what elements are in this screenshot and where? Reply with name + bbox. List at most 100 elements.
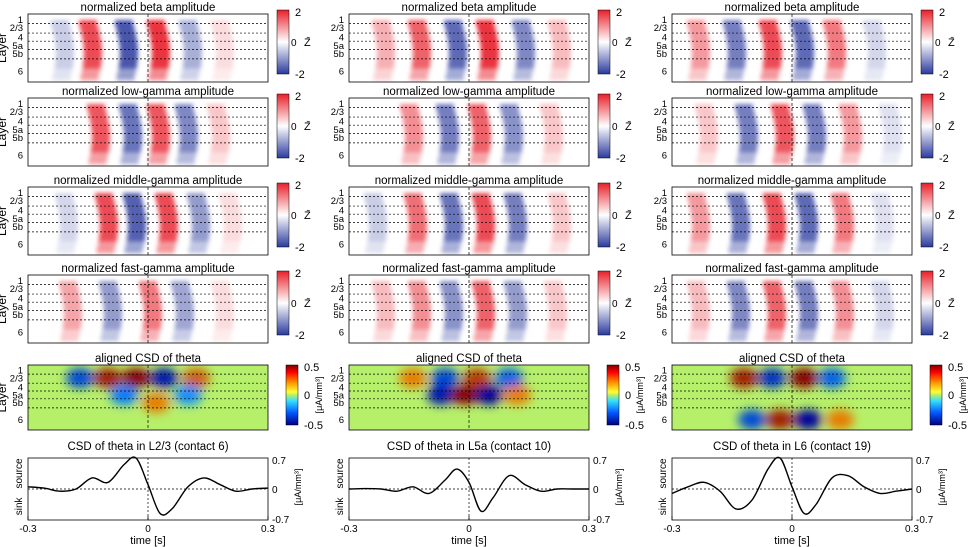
col0-amp0-layer-tick-1: 2/3 xyxy=(10,23,23,34)
col0-amp3-band-0-seg-4 xyxy=(63,305,82,312)
col2-amp3-band-3-seg-1 xyxy=(796,287,815,294)
col2-amp0-band-4-seg-9 xyxy=(824,74,843,81)
col0-amp0-band-4-seg-5 xyxy=(184,50,202,57)
col1-trace-ytick-label-1: 0 xyxy=(593,485,599,496)
col1-amp3-band-4-seg-9 xyxy=(505,335,524,342)
col1-amp1-band-0-seg-4 xyxy=(404,128,423,135)
col2-amp2-band-5-seg-1 xyxy=(872,199,891,206)
col2-amp3-band-4-seg-8 xyxy=(833,329,852,336)
col2-amp2-band-5-seg-7 xyxy=(875,235,894,242)
col2-csd-colorbar-max: 0.5 xyxy=(948,362,963,374)
col2-amp3-band-1-seg-7 xyxy=(731,323,750,330)
col1-amp1-layer-tick-3: 5a xyxy=(333,125,344,136)
col2-amp0-bands xyxy=(687,20,886,81)
col1-amp1-band-3-seg-7 xyxy=(504,146,523,153)
col1-amp2-band-4-seg-5 xyxy=(509,223,527,230)
col2-amp2-band-1-seg-6 xyxy=(731,229,750,236)
col0-amp0-band-0-seg-9 xyxy=(52,74,71,81)
col2-amp2-band-0-seg-4 xyxy=(691,217,710,224)
col2-amp3-band-5-seg-7 xyxy=(875,323,894,330)
col2-amp3-band-1-seg-5 xyxy=(732,311,750,318)
col0-csd-blob-3 xyxy=(150,368,178,388)
col0-amp2-band-0-seg-2 xyxy=(57,205,76,212)
col1-amp3-band-5-seg-9 xyxy=(545,335,564,342)
col1-amp1-band-0-seg-8 xyxy=(402,152,421,159)
col0-amp1-band-4-seg-2 xyxy=(209,116,228,123)
col0-amp0-band-4-seg-9 xyxy=(180,74,199,81)
col2-trace-ytick-label-1: 0 xyxy=(916,485,922,496)
col1-amp0-band-4-seg-4 xyxy=(516,44,535,51)
col0-amp1-band-3-seg-7 xyxy=(179,146,198,153)
col2-amp1-band-5-seg-8 xyxy=(881,152,900,159)
col2-csd-colorbar-mid: 0 xyxy=(948,390,954,402)
col1-csd-colorbar-max: 0.5 xyxy=(625,362,640,374)
col1-amp3-colorbar-mid: 0 xyxy=(612,299,618,310)
col1-amp2-band-1-seg-1 xyxy=(405,199,424,206)
col0-amp1-band-2-seg-8 xyxy=(149,152,168,159)
col2-amp3-band-0-seg-1 xyxy=(688,287,707,294)
col0-amp1-band-1-seg-1 xyxy=(120,110,139,117)
col0-amp1-band-1-seg-5 xyxy=(124,134,142,141)
col0-amp0-colorbar-min: -2 xyxy=(295,69,305,81)
col2-csd-blob-0 xyxy=(730,368,758,388)
col2-amp1-band-4-seg-8 xyxy=(841,152,860,159)
col1-trace-sink-label: sink xyxy=(335,496,346,515)
col2-amp3-band-4-seg-9 xyxy=(832,335,851,342)
col0-amp0-layer-tick-5: 6 xyxy=(18,67,23,78)
col1-csd-layer-tick-3: 5a xyxy=(333,390,344,401)
col2-amp0-band-2-seg-9 xyxy=(760,74,779,81)
col1-amp1-layer-tick-2: 4 xyxy=(339,117,344,128)
col1-amp3-layer-tick-2: 4 xyxy=(339,294,344,305)
col1-csd-blob-2 xyxy=(463,368,491,388)
col0-amp1-layer-tick-0: 1 xyxy=(18,99,23,110)
col1-csd-blob-0 xyxy=(399,368,427,388)
col2-amp2-band-3-seg-2 xyxy=(797,205,816,212)
col2-amp1-band-4-seg-9 xyxy=(840,158,859,165)
col2-amp0-layer-tick-0: 1 xyxy=(662,15,667,26)
col2-amp3-band-1-seg-6 xyxy=(731,317,750,324)
col0-amp2-bands xyxy=(55,193,242,254)
col1-csd-colorbar-unit: [μA/mm³] xyxy=(635,377,645,414)
col2-amp0-band-0-seg-2 xyxy=(689,32,708,39)
col2-amp3-band-0-seg-2 xyxy=(689,293,708,300)
col1-amp0-band-4-seg-5 xyxy=(517,50,535,57)
col2-amp3-band-1-seg-8 xyxy=(729,329,748,336)
col2-amp1-band-2-seg-4 xyxy=(775,128,794,135)
col0-amp3-band-1-seg-7 xyxy=(103,323,122,330)
col0-amp1-band-0-seg-5 xyxy=(92,134,110,141)
col0-amp2-band-1-seg-1 xyxy=(96,199,115,206)
col1-amp3-layer-tick-0: 1 xyxy=(339,276,344,287)
col1-amp2-band-1-seg-7 xyxy=(408,235,427,242)
col0-amp0-band-2-seg-9 xyxy=(116,74,135,81)
col0-amp0-band-1-seg-4 xyxy=(83,44,102,51)
col2-amp3-band-4-seg-2 xyxy=(833,293,852,300)
col1-amp0-layer-tick-2: 4 xyxy=(339,33,344,44)
col2-amp3-band-2-seg-4 xyxy=(767,305,786,312)
col0-amp2-band-5-seg-2 xyxy=(221,205,240,212)
col1-amp2-band-4-seg-6 xyxy=(508,229,527,236)
col2-amp2-band-4-seg-4 xyxy=(835,217,854,224)
col2-amp3-band-2-seg-5 xyxy=(768,311,786,318)
col0-amp3-band-2-seg-2 xyxy=(141,293,160,300)
col1-amp0-colorbar-min: -2 xyxy=(616,69,626,81)
col2-amp2-band-2-seg-9 xyxy=(764,247,783,254)
col1-amp3-layer-tick-5: 6 xyxy=(339,328,344,339)
col1-amp0-band-0-seg-5 xyxy=(377,50,395,57)
col1-amp1-band-1-seg-2 xyxy=(438,116,457,123)
col1-amp1-band-4-seg-2 xyxy=(542,116,561,123)
col1-amp0-band-0-seg-4 xyxy=(376,44,395,51)
col0-amp3-band-2-seg-9 xyxy=(140,335,159,342)
col0-amp3-band-1-seg-1 xyxy=(100,287,119,294)
col0-amp1-band-3-seg-1 xyxy=(176,110,195,117)
col0-amp0-band-4-seg-2 xyxy=(181,32,200,39)
col1-amp0-band-5-seg-8 xyxy=(550,68,569,75)
col0-trace-xtick-label-1: 0 xyxy=(145,524,151,535)
col2-amp3-band-4-seg-4 xyxy=(835,305,854,312)
col2-amp0-band-3-seg-7 xyxy=(795,62,814,69)
col2-amp3-band-1-seg-2 xyxy=(729,293,748,300)
col2-amp0-band-3-seg-8 xyxy=(793,68,812,75)
col0-amp1-band-1-seg-9 xyxy=(120,158,139,165)
